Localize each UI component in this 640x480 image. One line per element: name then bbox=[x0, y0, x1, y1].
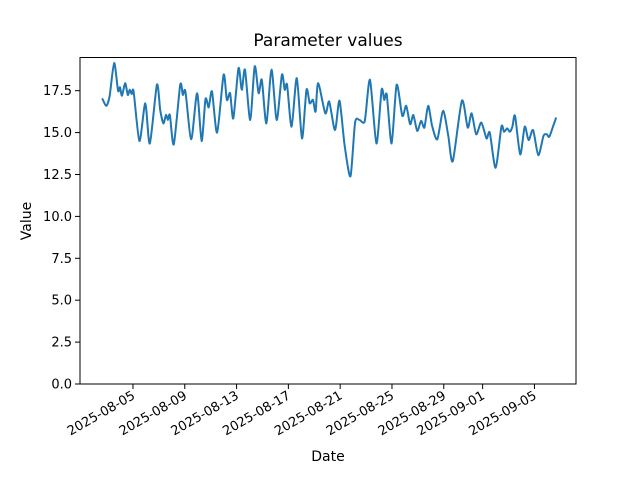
y-tick-label: 0.0 bbox=[51, 378, 72, 393]
data-line bbox=[101, 61, 557, 178]
y-tick-label: 10.0 bbox=[43, 210, 72, 225]
y-tick-label: 5.0 bbox=[51, 294, 72, 309]
y-tick-label: 12.5 bbox=[43, 168, 72, 183]
plot-area bbox=[79, 57, 577, 385]
x-axis-ticks: 2025-08-052025-08-092025-08-132025-08-17… bbox=[65, 384, 539, 439]
y-axis-ticks: 0.0 2.5 5.0 7.5 10.0 12.5 15.0 17.5 bbox=[43, 84, 80, 393]
y-tick-label: 7.5 bbox=[51, 252, 72, 267]
y-axis-label: Value bbox=[19, 202, 35, 240]
y-tick-label: 2.5 bbox=[51, 336, 72, 351]
chart-title: Parameter values bbox=[253, 31, 402, 51]
x-axis-label: Date bbox=[311, 449, 344, 465]
y-tick-label: 15.0 bbox=[43, 126, 72, 141]
y-tick-label: 17.5 bbox=[43, 84, 72, 99]
